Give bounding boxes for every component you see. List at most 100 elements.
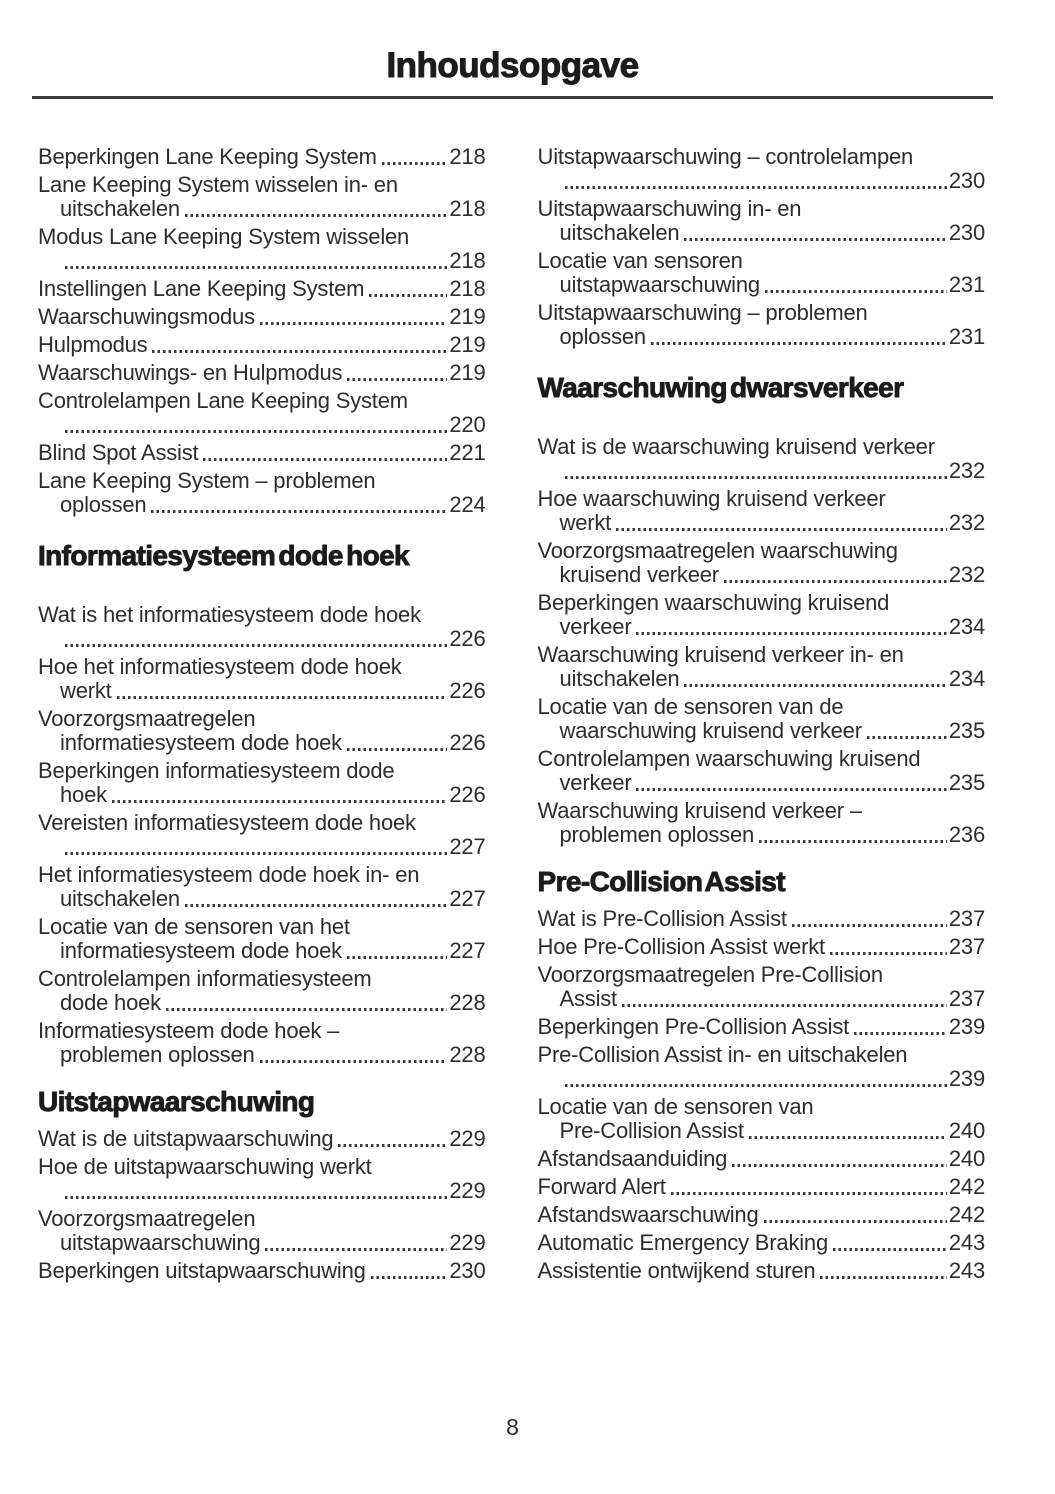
- dot-leader: [265, 1248, 448, 1251]
- toc-entry: Waarschuwing kruisend verkeer – problemen…: [538, 799, 986, 847]
- dot-leader: [732, 1164, 947, 1167]
- toc-entry-page-number: 226: [449, 678, 486, 703]
- dot-leader: [650, 342, 947, 345]
- dot-leader: [203, 458, 448, 461]
- toc-entry-page-number: 219: [449, 360, 486, 385]
- toc-entry-title: Beperkingen uitstapwaarschuwing: [38, 1258, 366, 1283]
- toc-entry: Locatie van de sensoren van Pre-Collision…: [538, 1095, 986, 1143]
- toc-entry: Voorzorgsmaatregelen uitstapwaarschuwing 2…: [38, 1207, 486, 1255]
- dot-leader: [636, 632, 947, 635]
- toc-columns: Beperkingen Lane Keeping System 218 Lane K…: [38, 145, 986, 1287]
- dot-leader: [65, 852, 448, 855]
- dot-leader: [616, 528, 947, 531]
- toc-entry-title: Locatie van de sensoren van: [537, 1094, 814, 1119]
- toc-entry-title: Assistentie ontwijkend sturen: [537, 1258, 816, 1283]
- toc-entry-page-number: 243: [948, 1258, 985, 1283]
- section-heading: Waarschuwing dwarsverkeer: [537, 372, 904, 404]
- page-title: Inhoudsopgave: [386, 46, 640, 86]
- toc-entry-title: Wat is de waarschuwing kruisend verkeer: [537, 434, 936, 459]
- toc-entry-page-number: 218: [449, 144, 486, 169]
- toc-entry-page-number: 236: [948, 822, 985, 847]
- toc-section: Informatiesysteem dode hoek Wat is het in…: [38, 539, 486, 1067]
- dot-leader: [833, 1248, 947, 1251]
- toc-entry-page-number: 234: [948, 666, 985, 691]
- toc-entry-title: Waarschuwings- en Hulpmodus: [38, 360, 343, 385]
- dot-leader: [184, 904, 448, 907]
- toc-entry-title: Hoe Pre-Collision Assist werkt: [537, 934, 826, 959]
- toc-entry-page-number: 232: [948, 562, 985, 587]
- toc-entry: Wat is de waarschuwing kruisend verkeer 2…: [538, 435, 986, 483]
- dot-leader: [184, 214, 448, 217]
- toc-entry-title: Locatie van de sensoren van de: [537, 694, 844, 719]
- toc-entry-continuation: hoek: [60, 782, 107, 807]
- toc-entry-title: Controlelampen Lane Keeping System: [38, 388, 408, 413]
- toc-entry-page-number: 226: [449, 782, 486, 807]
- toc-entry: Uitstapwaarschuwing in- en uitschakelen 23…: [538, 197, 986, 245]
- dot-leader: [564, 186, 947, 189]
- toc-entry-title: Waarschuwing kruisend verkeer –: [537, 798, 863, 823]
- toc-entry-page-number: 227: [449, 938, 486, 963]
- toc-entry: Controlelampen waarschuwing kruisend verk…: [538, 747, 986, 795]
- toc-entry-title: Afstandswaarschuwing: [537, 1202, 759, 1227]
- toc-entry-page-number: 227: [449, 834, 486, 859]
- toc-entry: Forward Alert 242: [538, 1175, 986, 1199]
- toc-entry-page-number: 218: [449, 196, 486, 221]
- toc-entry-continuation: Pre-Collision Assist: [559, 1118, 744, 1143]
- dot-leader: [759, 840, 947, 843]
- toc-entry-title: Controlelampen waarschuwing kruisend: [537, 746, 921, 771]
- toc-entry: Hulpmodus 219: [38, 333, 486, 357]
- toc-entry-title: Waarschuwing kruisend verkeer in- en: [537, 642, 904, 667]
- dot-leader: [670, 1192, 947, 1195]
- toc-entry-continuation: problemen oplossen: [60, 1042, 255, 1067]
- toc-entry-title: Afstandsaanduiding: [537, 1146, 728, 1171]
- toc-entry: Waarschuwing kruisend verkeer in- en uits…: [538, 643, 986, 691]
- dot-leader: [259, 322, 448, 325]
- toc-entry-title: Forward Alert: [537, 1174, 666, 1199]
- toc-entry: Beperkingen Lane Keeping System 218: [38, 145, 486, 169]
- dot-leader: [165, 1008, 448, 1011]
- toc-entry: Modus Lane Keeping System wisselen 218: [38, 225, 486, 273]
- toc-entry-page-number: 228: [449, 990, 486, 1015]
- manual-toc-page: Inhoudsopgave Beperkingen Lane Keeping S…: [0, 46, 1055, 1440]
- toc-entry-continuation: dode hoek: [60, 990, 161, 1015]
- toc-entry-title: Beperkingen waarschuwing kruisend: [537, 590, 890, 615]
- toc-entry-page-number: 242: [948, 1174, 985, 1199]
- toc-entry-title: Informatiesysteem dode hoek –: [38, 1018, 340, 1043]
- dot-leader: [820, 1276, 947, 1279]
- toc-column-right: Uitstapwaarschuwing – controlelampen 230 U…: [537, 145, 986, 1287]
- toc-entry: Hoe het informatiesysteem dode hoek werkt…: [38, 655, 486, 703]
- dot-leader: [763, 1220, 947, 1223]
- dot-leader: [65, 1196, 448, 1199]
- dot-leader: [346, 748, 448, 751]
- toc-entry-continuation: waarschuwing kruisend verkeer: [559, 718, 863, 743]
- toc-entry: Locatie van sensoren uitstapwaarschuwing 2…: [538, 249, 986, 297]
- dot-leader: [152, 350, 448, 353]
- section-heading: Informatiesysteem dode hoek: [38, 540, 411, 572]
- toc-entry: Beperkingen Pre-Collision Assist 239: [538, 1015, 986, 1039]
- toc-entry-title: Lane Keeping System – problemen: [38, 468, 376, 493]
- toc-entry-continuation: uitstapwaarschuwing: [559, 272, 761, 297]
- toc-entry-title: Uitstapwaarschuwing – problemen: [537, 300, 868, 325]
- toc-entry: Beperkingen waarschuwing kruisend verkeer…: [538, 591, 986, 639]
- toc-entry-title: Lane Keeping System wisselen in- en: [38, 172, 398, 197]
- toc-entry-continuation: uitschakelen: [559, 666, 680, 691]
- toc-entry: Lane Keeping System wisselen in- en uitsc…: [38, 173, 486, 221]
- toc-entry-title: Hoe het informatiesysteem dode hoek: [38, 654, 402, 679]
- toc-entry-page-number: 231: [948, 324, 985, 349]
- toc-entry-title: Hoe de uitstapwaarschuwing werkt: [38, 1154, 372, 1179]
- toc-entry-continuation: oplossen: [559, 324, 647, 349]
- toc-entry-page-number: 237: [948, 934, 985, 959]
- toc-entry-page-number: 243: [948, 1230, 985, 1255]
- toc-entry: Locatie van de sensoren van de waarschuwi…: [538, 695, 986, 743]
- toc-entry-title: Beperkingen Pre-Collision Assist: [537, 1014, 850, 1039]
- toc-entry-title: Vereisten informatiesysteem dode hoek: [38, 810, 416, 835]
- toc-entry-title: Beperkingen informatiesysteem dode: [38, 758, 395, 783]
- toc-entry-page-number: 230: [948, 220, 985, 245]
- toc-entry: Informatiesysteem dode hoek – problemen o…: [38, 1019, 486, 1067]
- toc-entry-page-number: 242: [948, 1202, 985, 1227]
- toc-entry-page-number: 240: [948, 1118, 985, 1143]
- toc-entry: Waarschuwings- en Hulpmodus 219: [38, 361, 486, 385]
- dot-leader: [370, 1276, 448, 1279]
- toc-entry-page-number: 226: [449, 730, 486, 755]
- toc-entry: Locatie van de sensoren van het informati…: [38, 915, 486, 963]
